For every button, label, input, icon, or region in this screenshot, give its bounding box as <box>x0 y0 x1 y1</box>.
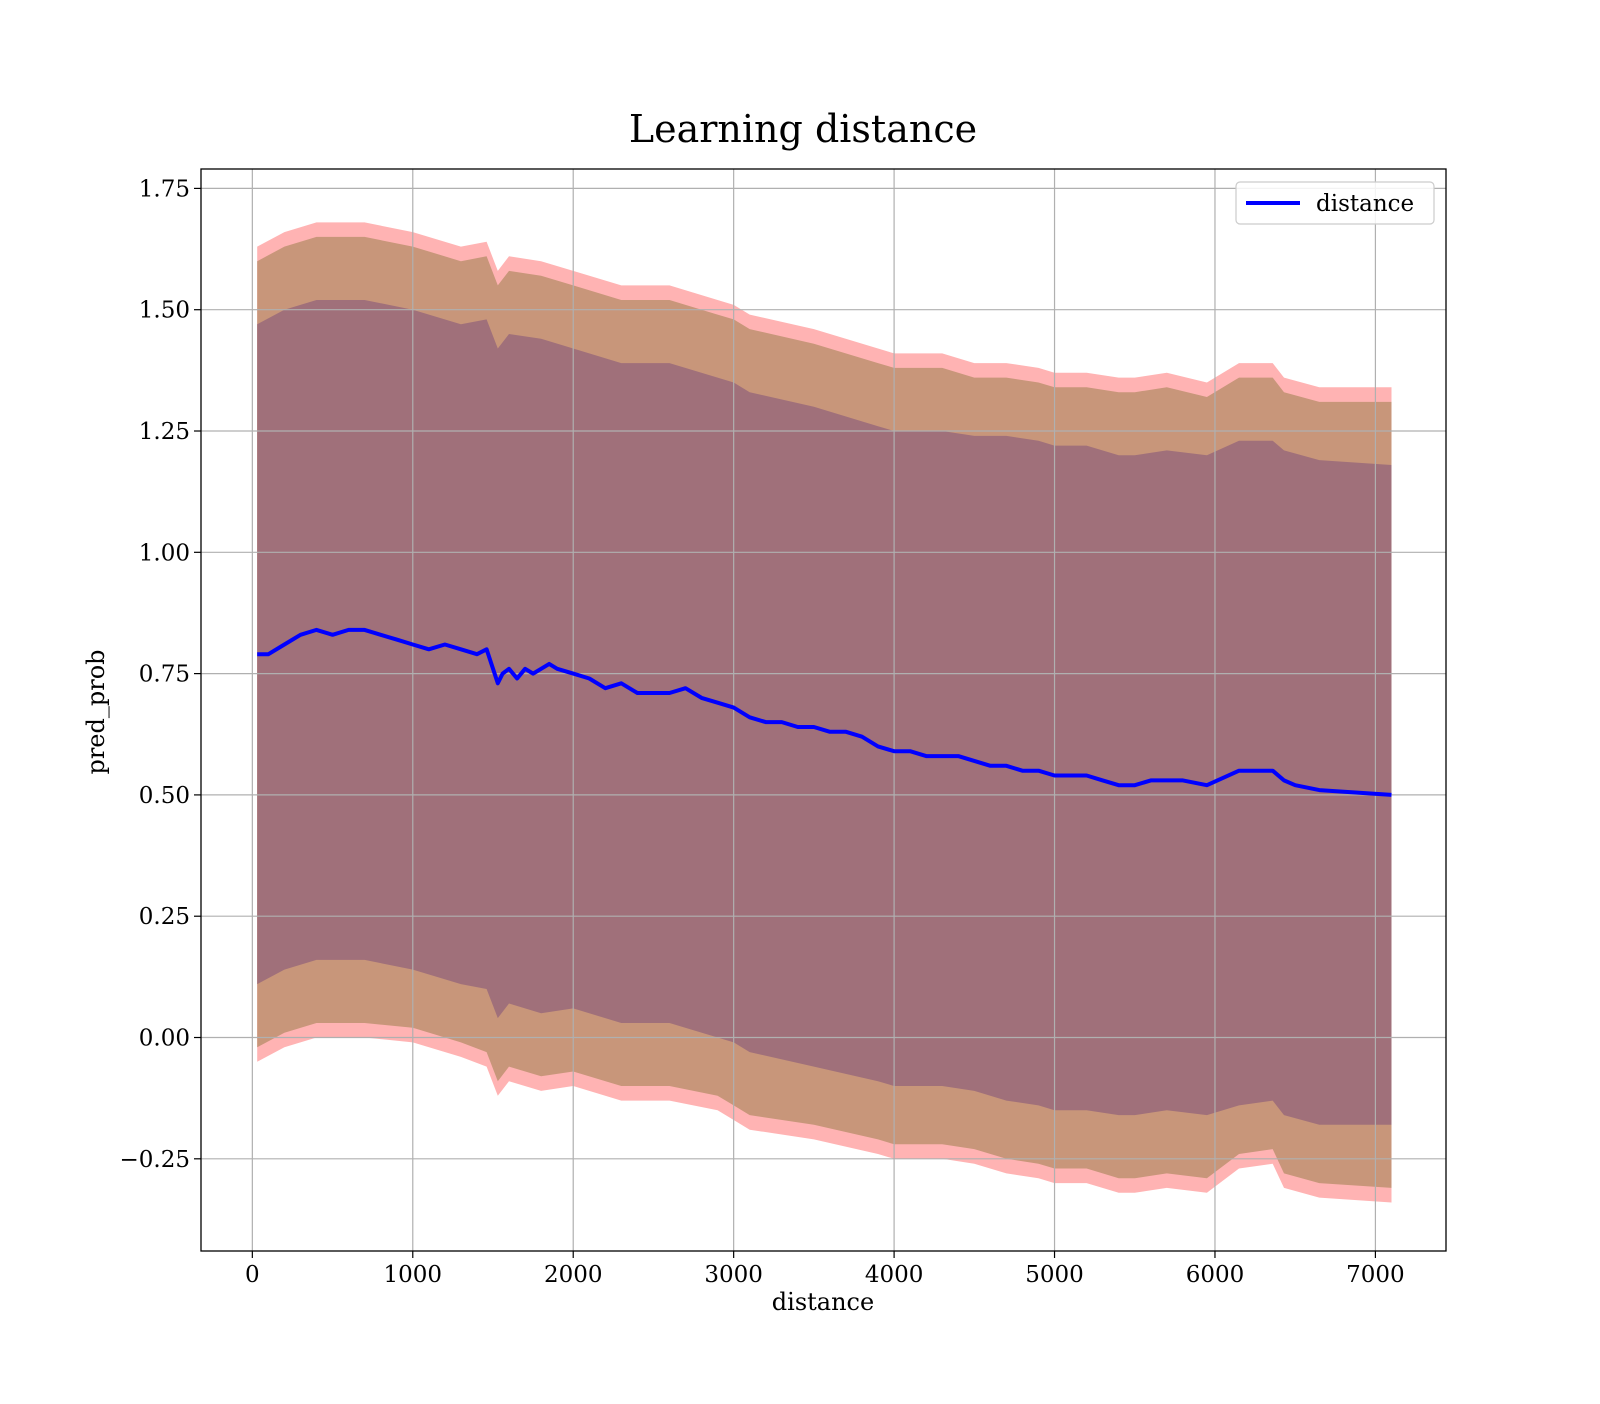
x-tick-label: 5000 <box>1025 1262 1084 1288</box>
y-tick-label: 0.00 <box>139 1026 190 1052</box>
plot-area: 0 1000 2000 3000 4000 5000 6000 7000 −0.25 0.00 0.… <box>120 168 1447 1288</box>
y-tick-label: 1.50 <box>139 298 190 324</box>
x-tick-label: 2000 <box>544 1262 603 1288</box>
x-tick-label: 0 <box>245 1262 260 1288</box>
y-tick-label: 1.75 <box>139 176 190 202</box>
y-tick-label: 0.75 <box>139 662 190 688</box>
chart-title: Learning distance <box>629 107 977 151</box>
legend-label-distance: distance <box>1316 191 1414 217</box>
distance-series-line <box>257 627 1392 797</box>
y-tick-label: 1.00 <box>139 540 190 566</box>
confidence-band-3 <box>257 300 1392 1125</box>
y-tick-label: 0.25 <box>139 904 190 930</box>
y-axis-label: pred_prob <box>82 649 110 774</box>
x-tick-label: 3000 <box>704 1262 763 1288</box>
x-tick-label: 4000 <box>865 1262 924 1288</box>
y-tick-label: −0.25 <box>120 1147 190 1173</box>
x-tick-label: 7000 <box>1346 1262 1405 1288</box>
x-axis-label: distance <box>772 1288 874 1316</box>
x-tick-label: 1000 <box>384 1262 443 1288</box>
y-tick-label: 0.50 <box>139 783 190 809</box>
y-tick-label: 1.25 <box>139 419 190 445</box>
x-tick-label: 6000 <box>1186 1262 1245 1288</box>
plot-frame <box>200 168 1447 1252</box>
legend-box <box>1235 181 1435 225</box>
